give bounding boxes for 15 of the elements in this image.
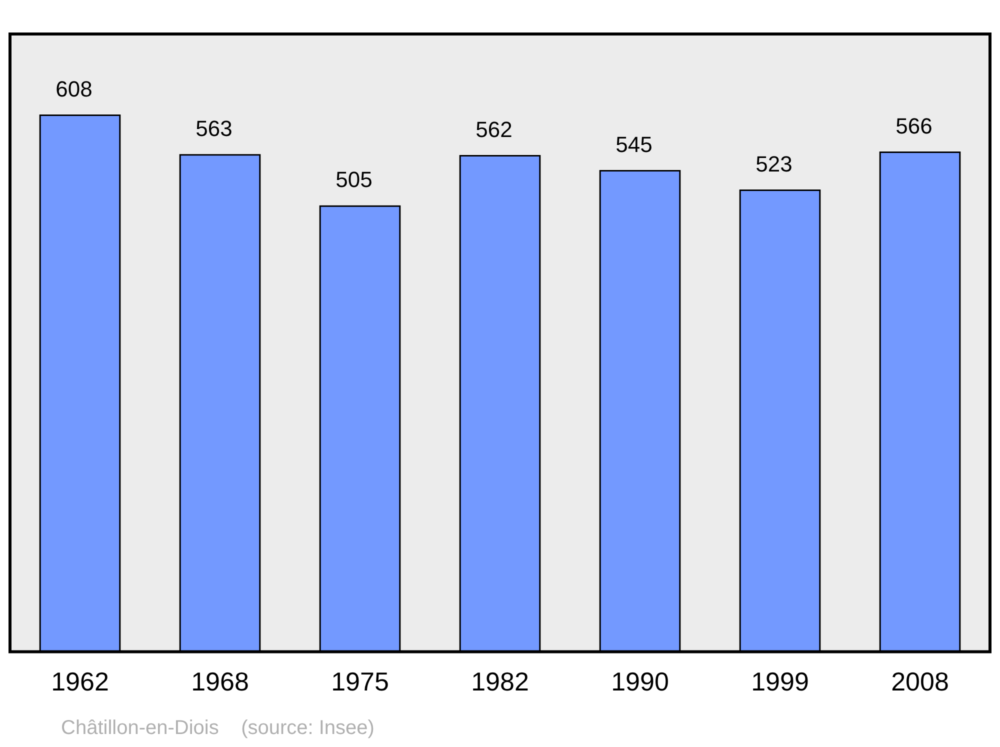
x-tick-label: 1975 <box>331 666 389 697</box>
x-tick-label: 1962 <box>51 666 109 697</box>
data-label: 545 <box>616 132 652 157</box>
text: Châtillon-en-Diois (source: Insee) <box>61 717 374 740</box>
data-label: 563 <box>196 116 232 141</box>
x-tick-label: 2008 <box>891 666 949 697</box>
x-tick-label: 1982 <box>471 666 529 697</box>
data-label: 505 <box>336 167 372 192</box>
data-label: 562 <box>476 116 512 142</box>
x-tick-label: 1990 <box>611 666 669 697</box>
data-label: 523 <box>756 151 792 176</box>
data-label: 566 <box>896 113 932 138</box>
x-tick-label: 1968 <box>191 666 249 697</box>
data-label: 608 <box>56 76 92 102</box>
x-tick-label: 1999 <box>751 666 809 697</box>
